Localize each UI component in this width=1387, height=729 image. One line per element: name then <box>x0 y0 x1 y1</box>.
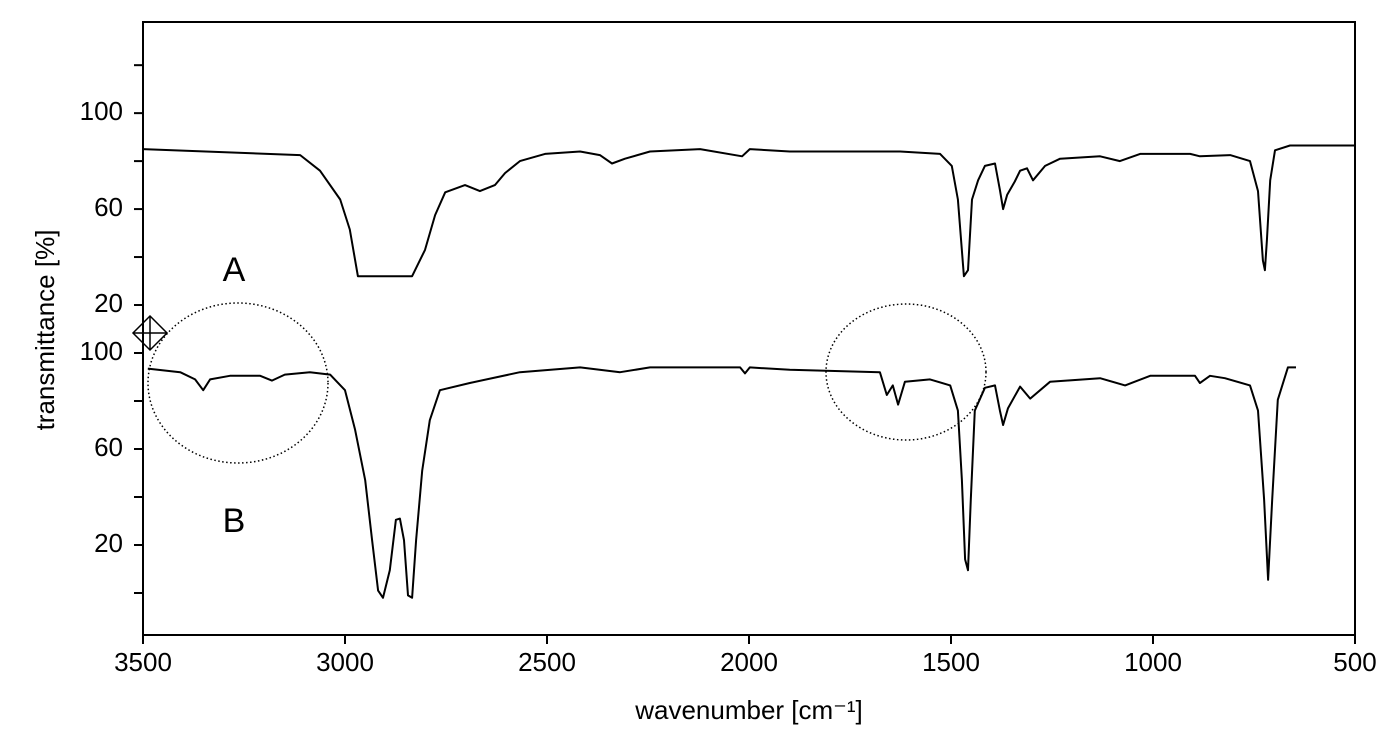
y-tick-label: 100 <box>80 336 123 366</box>
y-tick-label: 60 <box>94 192 123 222</box>
y-tick-label: 20 <box>94 288 123 318</box>
x-tick-label: 1000 <box>1124 647 1182 677</box>
y-tick-label: 100 <box>80 96 123 126</box>
highlight-ellipse <box>147 302 329 464</box>
x-axis-label: wavenumber [cm⁻¹] <box>634 695 863 725</box>
spectrum-line <box>147 366 1296 599</box>
series-label: B <box>223 502 246 540</box>
x-tick-label: 3000 <box>316 647 374 677</box>
x-tick-label: 2000 <box>720 647 778 677</box>
x-tick-label: 1500 <box>922 647 980 677</box>
highlight-ellipse <box>825 303 987 441</box>
y-tick-label: 60 <box>94 432 123 462</box>
x-tick-label: 500 <box>1333 647 1376 677</box>
x-tick-label: 2500 <box>518 647 576 677</box>
y-axis-label: transmittance [%] <box>30 230 60 431</box>
spectrum-line <box>142 144 1355 278</box>
axis-marker <box>131 314 169 352</box>
x-tick-label: 3500 <box>114 647 172 677</box>
series-label: A <box>223 251 246 289</box>
plot-frame <box>142 21 1356 636</box>
y-tick-label: 20 <box>94 528 123 558</box>
